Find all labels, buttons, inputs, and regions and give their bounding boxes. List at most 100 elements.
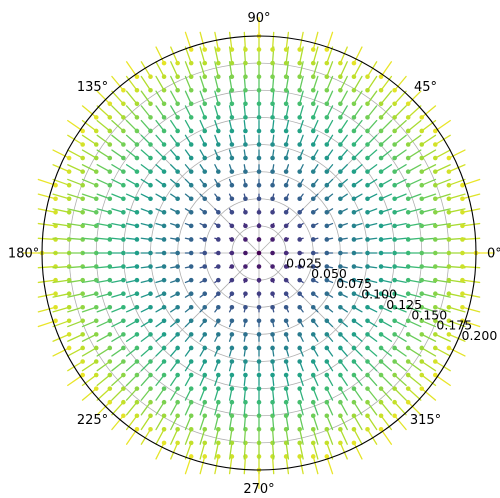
quiver-arrow <box>214 250 221 256</box>
quiver-arrow <box>310 427 319 445</box>
quiver-arrow-head <box>310 454 316 459</box>
quiver-arrow <box>140 304 153 313</box>
quiver-arrow <box>155 318 167 328</box>
quiver-arrow-shaft <box>140 61 152 78</box>
quiver-arrow <box>310 440 319 460</box>
quiver-arrow <box>446 304 466 313</box>
quiver-arrow-head <box>460 237 465 242</box>
quiver-arrow <box>378 193 393 202</box>
quiver-arrow <box>184 304 194 313</box>
quiver-arrow-head <box>256 74 262 79</box>
quiver-arrow <box>256 134 262 147</box>
quiver-arrow-shaft <box>312 415 319 431</box>
quiver-arrow <box>140 237 153 242</box>
quiver-arrow-head <box>392 169 397 174</box>
quiver-arrow-shaft <box>312 442 319 460</box>
quiver-arrow-shaft <box>271 415 275 431</box>
quiver-arrow-shaft <box>366 428 378 445</box>
quiver-arrow-head <box>93 169 99 174</box>
quiver-arrow-head <box>392 359 397 364</box>
quiver-arrow <box>140 134 153 147</box>
quiver-arrow-head <box>93 386 99 391</box>
quiver-arrow <box>111 105 126 120</box>
quiver-arrow-head <box>283 74 289 79</box>
quiver-arrow <box>199 75 208 93</box>
quiver-arrow-head <box>188 440 194 446</box>
quiver-arrow-head <box>460 264 465 269</box>
quiver-arrow <box>310 134 319 147</box>
quiver-arrow-shaft <box>461 293 481 298</box>
quiver-arrow-head <box>378 155 384 161</box>
quiver-arrow <box>405 332 422 342</box>
quiver-arrow <box>297 264 304 269</box>
quiver-arrow <box>297 399 304 416</box>
quiver-arrow-head <box>324 210 330 215</box>
quiver-arrow-head <box>351 60 357 66</box>
quiver-arrow-head <box>270 210 275 215</box>
quiver-arrow <box>96 105 113 120</box>
quiver-arrow <box>338 208 348 215</box>
quiver-arrow <box>297 332 304 342</box>
quiver-arrow <box>405 193 422 202</box>
quiver-arrow <box>155 264 167 269</box>
quiver-arrow-shaft <box>214 75 219 91</box>
quiver-arrow-shaft <box>155 105 165 119</box>
quiver-arrow <box>184 399 194 416</box>
quiver-arrow-head <box>188 74 194 79</box>
radial-tick-label-0075: 0.075 <box>336 276 372 291</box>
quiver-arrow <box>338 304 348 313</box>
quiver-arrow-shaft <box>421 134 437 146</box>
quiver-arrow <box>405 386 422 401</box>
quiver-arrow-head <box>216 60 221 66</box>
quiver-arrow-head <box>148 115 153 120</box>
quiver-arrow-head <box>202 115 208 120</box>
quiver-arrow-shaft <box>448 347 466 357</box>
quiver-arrow-head <box>161 399 167 405</box>
quiver-arrow <box>310 291 319 298</box>
quiver-arrow-shaft <box>393 415 407 431</box>
quiver-arrow <box>81 372 99 387</box>
quiver-arrow-head <box>297 142 302 147</box>
quiver-arrow <box>405 359 422 372</box>
quiver-arrow-shaft <box>434 333 451 342</box>
quiver-arrow <box>405 399 422 416</box>
quiver-arrow-shaft <box>81 265 97 269</box>
quiver-arrow <box>140 105 153 120</box>
quiver-arrow <box>199 345 208 357</box>
quiver-arrow <box>351 46 363 66</box>
quiver-arrow-head <box>66 277 72 283</box>
quiver-arrow-shaft <box>407 90 422 105</box>
quiver-arrow <box>270 345 275 357</box>
quiver-arrow <box>338 105 348 120</box>
quiver-arrow-head <box>202 277 208 283</box>
quiver-arrow <box>310 386 319 401</box>
quiver-arrow-head <box>324 87 330 93</box>
quiver-arrow <box>199 149 208 161</box>
quiver-arrow-shaft <box>111 90 125 105</box>
quiver-arrow <box>125 119 140 134</box>
quiver-arrow <box>170 119 180 134</box>
quiver-arrow-head <box>216 74 221 79</box>
quiver-arrow-head <box>270 291 275 296</box>
quiver-arrow <box>67 208 85 215</box>
quiver-arrow-head <box>338 440 343 446</box>
quiver-arrow <box>140 208 153 215</box>
quiver-arrow-head <box>148 386 153 391</box>
quiver-arrow <box>199 372 208 387</box>
quiver-arrow-head <box>433 264 438 269</box>
quiver-arrow-head <box>243 291 248 296</box>
quiver-arrow-shaft <box>228 31 233 51</box>
quiver-arrow <box>297 291 304 298</box>
quiver-arrow-shaft <box>299 75 304 91</box>
quiver-arrow <box>338 413 348 431</box>
quiver-arrow <box>283 31 290 52</box>
quiver-arrow <box>405 134 422 147</box>
quiver-arrow-shaft <box>96 164 111 173</box>
quiver-arrow-shaft <box>96 401 111 416</box>
quiver-arrow-head <box>121 345 126 351</box>
quiver-arrow-head <box>134 345 140 351</box>
quiver-arrow-shaft <box>214 428 219 445</box>
quiver-arrow <box>297 345 304 357</box>
quiver-arrow-head <box>256 413 262 419</box>
quiver-arrow <box>125 277 140 284</box>
